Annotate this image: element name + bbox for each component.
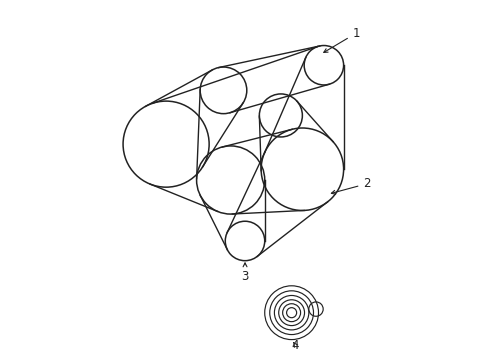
Text: 2: 2 xyxy=(331,177,371,194)
Text: 4: 4 xyxy=(292,338,299,352)
Text: 3: 3 xyxy=(242,263,249,283)
Text: 1: 1 xyxy=(324,27,360,53)
